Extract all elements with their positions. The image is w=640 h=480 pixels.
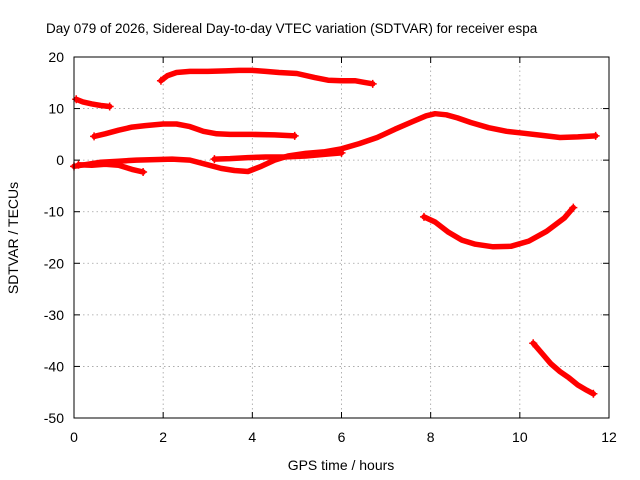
series-arc-4 [71, 110, 599, 175]
y-tick-label: -40 [44, 358, 64, 374]
x-tick-label: 4 [248, 429, 256, 445]
x-tick-label: 0 [70, 429, 78, 445]
series-arc-6 [211, 150, 345, 162]
series-arc-5-end-point [139, 168, 148, 177]
series-arc-1 [73, 96, 113, 110]
x-tick-label: 12 [601, 429, 617, 445]
y-tick-label: -30 [44, 307, 64, 323]
series-arc-2 [158, 67, 376, 87]
series-arc-5 [75, 161, 146, 175]
series-group [70, 67, 600, 398]
chart-title: Day 079 of 2026, Sidereal Day-to-day VTE… [46, 21, 538, 36]
series-arc-1-end-point [105, 102, 114, 111]
series-arc-8-start-point [529, 339, 538, 348]
y-tick-label: 0 [56, 152, 64, 168]
x-axis-label: GPS time / hours [288, 457, 395, 473]
series-arc-8-end-point [589, 389, 598, 398]
y-tick-label: 20 [48, 49, 64, 65]
series-arc-3 [91, 121, 298, 140]
x-tick-label: 6 [338, 429, 346, 445]
ticks [73, 56, 610, 419]
y-tick-label: -20 [44, 255, 64, 271]
y-tick-label: -10 [44, 204, 64, 220]
x-tick-label: 8 [427, 429, 435, 445]
grid [74, 57, 609, 418]
x-tick-label: 2 [159, 429, 167, 445]
tick-labels: 20 10 0 -10 -20 -30 -40 -50 0 2 4 6 8 10 12 [44, 49, 617, 445]
y-tick-label: 10 [48, 101, 64, 117]
series-arc-3-end-point [290, 131, 299, 140]
series-arc-5-start-point [74, 160, 83, 169]
series-arc-3-start-point [90, 132, 99, 141]
y-axis-label: SDTVAR / TECUs [5, 182, 21, 294]
y-tick-label: -50 [44, 410, 64, 426]
series-arc-6-start-point [210, 155, 219, 164]
series-arc-7-end-point [569, 203, 578, 212]
series-arc-6-end-point [337, 148, 346, 157]
series-arc-7 [421, 204, 577, 250]
series-arc-2-start-point [156, 76, 165, 85]
series-arc-2-end-point [368, 79, 377, 88]
series-arc-7-start-point [419, 212, 428, 221]
series-arc-8 [530, 340, 597, 397]
x-tick-label: 10 [512, 429, 528, 445]
series-arc-4-end-point [591, 131, 600, 140]
